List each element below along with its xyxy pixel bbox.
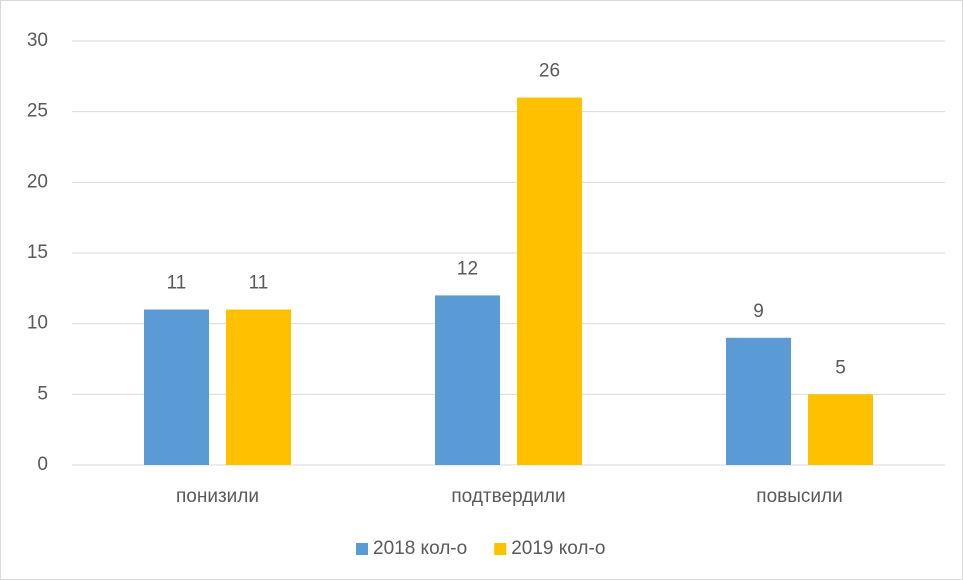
y-tick-label: 20 bbox=[27, 171, 48, 192]
y-tick-label: 25 bbox=[27, 101, 48, 122]
data-label: 12 bbox=[457, 258, 478, 279]
legend-label: 2019 кол-о bbox=[511, 538, 605, 559]
legend-label: 2018 кол-о bbox=[373, 538, 467, 559]
x-tick-label: подтвердили bbox=[451, 486, 565, 507]
bar bbox=[517, 97, 582, 466]
legend-swatch bbox=[494, 543, 507, 555]
y-tick-label: 10 bbox=[27, 313, 48, 334]
y-tick-label: 30 bbox=[27, 30, 48, 51]
data-label: 11 bbox=[167, 273, 187, 294]
y-tick-label: 5 bbox=[37, 383, 48, 404]
bar bbox=[808, 394, 873, 465]
bar bbox=[144, 309, 209, 465]
data-label: 26 bbox=[539, 61, 560, 82]
bar bbox=[226, 309, 291, 465]
x-tick-label: понизили bbox=[176, 486, 259, 507]
y-tick-label: 15 bbox=[27, 242, 48, 263]
data-label: 9 bbox=[753, 301, 764, 322]
legend-swatch bbox=[356, 543, 368, 555]
bar bbox=[726, 337, 791, 465]
data-label: 5 bbox=[835, 357, 846, 378]
data-label: 11 bbox=[249, 273, 269, 294]
x-tick-label: повысили bbox=[756, 486, 842, 507]
y-tick-label: 0 bbox=[37, 454, 48, 475]
bar bbox=[435, 295, 500, 465]
